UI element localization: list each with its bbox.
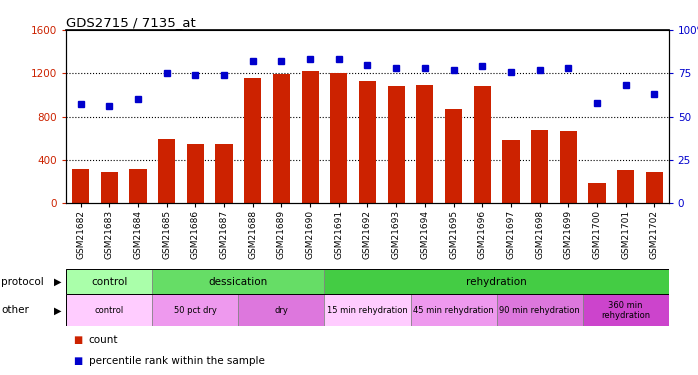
Bar bbox=[387, 86, 405, 203]
Bar bbox=[583, 294, 669, 326]
Text: percentile rank within the sample: percentile rank within the sample bbox=[89, 356, 265, 366]
Text: 45 min rehydration: 45 min rehydration bbox=[413, 306, 494, 315]
Bar bbox=[646, 172, 663, 203]
Bar bbox=[445, 109, 462, 203]
Bar bbox=[244, 78, 261, 203]
Bar bbox=[416, 85, 433, 203]
Text: dessication: dessication bbox=[209, 277, 268, 286]
Bar bbox=[158, 140, 175, 203]
Bar bbox=[129, 169, 147, 203]
Bar bbox=[325, 294, 410, 326]
Bar bbox=[152, 294, 239, 326]
Text: ■: ■ bbox=[73, 335, 82, 345]
Bar bbox=[152, 269, 325, 294]
Bar bbox=[66, 294, 152, 326]
Bar bbox=[474, 86, 491, 203]
Bar bbox=[588, 183, 606, 203]
Text: ▶: ▶ bbox=[54, 305, 61, 315]
Bar bbox=[330, 74, 348, 203]
Bar bbox=[496, 294, 583, 326]
Text: ■: ■ bbox=[73, 356, 82, 366]
Bar bbox=[302, 71, 319, 203]
Bar bbox=[187, 144, 204, 203]
Bar bbox=[273, 74, 290, 203]
Bar bbox=[410, 294, 496, 326]
Bar bbox=[531, 130, 548, 203]
Text: other: other bbox=[1, 305, 29, 315]
Bar bbox=[560, 131, 577, 203]
Bar bbox=[101, 172, 118, 203]
Bar bbox=[359, 81, 376, 203]
Text: ▶: ▶ bbox=[54, 277, 61, 286]
Text: count: count bbox=[89, 335, 118, 345]
Text: 50 pct dry: 50 pct dry bbox=[174, 306, 217, 315]
Bar bbox=[239, 294, 325, 326]
Bar bbox=[66, 269, 152, 294]
Bar bbox=[325, 269, 669, 294]
Text: control: control bbox=[95, 306, 124, 315]
Bar bbox=[72, 169, 89, 203]
Text: control: control bbox=[91, 277, 128, 286]
Text: protocol: protocol bbox=[1, 277, 44, 286]
Text: GDS2715 / 7135_at: GDS2715 / 7135_at bbox=[66, 16, 196, 29]
Text: dry: dry bbox=[274, 306, 288, 315]
Bar bbox=[216, 144, 232, 203]
Bar bbox=[617, 170, 634, 203]
Text: 15 min rehydration: 15 min rehydration bbox=[327, 306, 408, 315]
Text: rehydration: rehydration bbox=[466, 277, 527, 286]
Bar bbox=[503, 141, 519, 203]
Text: 90 min rehydration: 90 min rehydration bbox=[499, 306, 580, 315]
Text: 360 min
rehydration: 360 min rehydration bbox=[601, 301, 651, 320]
